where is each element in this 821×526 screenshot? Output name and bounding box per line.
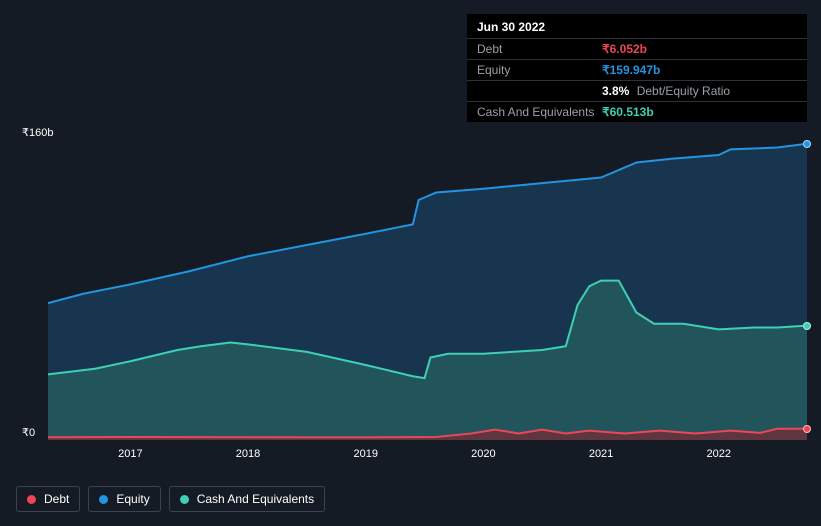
- x-axis-label: 2021: [589, 448, 613, 460]
- tooltip-row-label: Cash And Equivalents: [477, 105, 602, 119]
- chart-svg: [48, 140, 807, 440]
- legend-swatch: [180, 495, 189, 504]
- legend-swatch: [27, 495, 36, 504]
- tooltip-row-label: [477, 84, 602, 98]
- x-axis-label: 2017: [118, 448, 142, 460]
- legend-label: Equity: [116, 492, 149, 506]
- series-end-dot-equity: [803, 140, 811, 148]
- series-end-dot-debt: [803, 425, 811, 433]
- chart-legend: Debt Equity Cash And Equivalents: [16, 486, 325, 512]
- legend-item-cash[interactable]: Cash And Equivalents: [169, 486, 325, 512]
- tooltip-row-suffix: Debt/Equity Ratio: [633, 84, 730, 98]
- tooltip-row-value: ₹60.513b: [602, 105, 654, 119]
- y-axis-label: ₹160b: [22, 126, 53, 139]
- x-axis-label: 2020: [471, 448, 495, 460]
- x-axis-label: 2018: [236, 448, 260, 460]
- tooltip-row: 3.8% Debt/Equity Ratio: [467, 81, 807, 102]
- series-end-dot-cash: [803, 322, 811, 330]
- tooltip-row: Debt₹6.052b: [467, 39, 807, 60]
- tooltip-row: Equity₹159.947b: [467, 60, 807, 81]
- legend-label: Debt: [44, 492, 69, 506]
- chart-tooltip: Jun 30 2022 Debt₹6.052bEquity₹159.947b3.…: [467, 14, 807, 122]
- x-axis-label: 2019: [353, 448, 377, 460]
- chart-plot-area[interactable]: [48, 140, 807, 440]
- y-axis-label: ₹0: [22, 426, 35, 439]
- tooltip-row: Cash And Equivalents₹60.513b: [467, 102, 807, 122]
- legend-item-equity[interactable]: Equity: [88, 486, 160, 512]
- x-axis-label: 2022: [706, 448, 730, 460]
- tooltip-row-value: 3.8% Debt/Equity Ratio: [602, 84, 730, 98]
- financials-area-chart: ₹160b ₹0 2017 2018 2019 2020 2021 2022 Jun 30 …: [0, 0, 821, 526]
- tooltip-row-label: Debt: [477, 42, 602, 56]
- tooltip-row-label: Equity: [477, 63, 602, 77]
- legend-item-debt[interactable]: Debt: [16, 486, 80, 512]
- tooltip-row-value: ₹6.052b: [602, 42, 647, 56]
- legend-swatch: [99, 495, 108, 504]
- tooltip-row-value: ₹159.947b: [602, 63, 660, 77]
- tooltip-date: Jun 30 2022: [467, 14, 807, 39]
- legend-label: Cash And Equivalents: [197, 492, 314, 506]
